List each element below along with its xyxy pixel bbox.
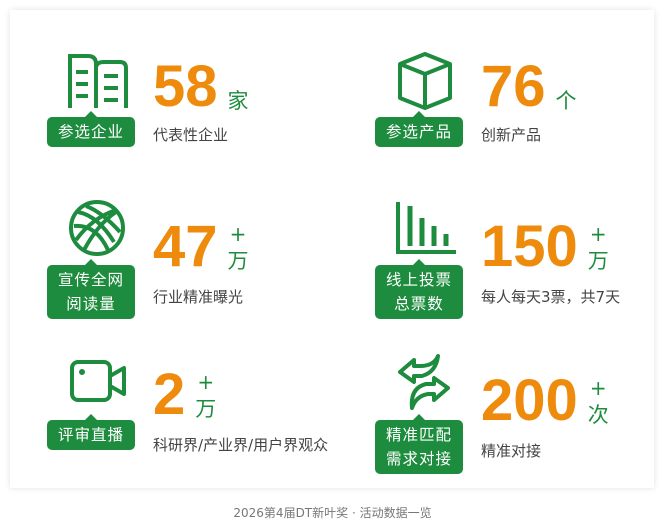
stat-number-row: 76 个	[481, 58, 577, 116]
badge: 参选产品	[375, 111, 463, 147]
stat-number-row: 200 + 次	[481, 372, 609, 430]
plus-sign: +	[197, 370, 215, 394]
stat-unit: 次	[587, 403, 609, 427]
globe-icon	[62, 198, 132, 258]
image-caption: 2026第4届DT新叶奖 · 活动数据一览	[233, 506, 432, 520]
stat-unit: 万	[227, 249, 249, 273]
stat-number: 58	[153, 54, 218, 119]
badge-line: 精准匹配	[385, 426, 452, 444]
stat-participating-products: 参选产品 76 个 创新产品	[375, 50, 665, 190]
badge: 参选企业	[47, 111, 135, 147]
box-icon	[390, 50, 460, 110]
stat-number-row: 2 + 万	[153, 366, 216, 424]
stat-description: 代表性企业	[153, 126, 229, 144]
stat-suffix: + 万	[588, 224, 609, 276]
stat-number: 76	[481, 54, 546, 119]
badge: 宣传全网 阅读量	[47, 259, 135, 319]
stat-description: 科研界/产业界/用户界观众	[153, 436, 329, 454]
stat-number: 150	[481, 214, 578, 279]
bar-chart-icon	[390, 198, 460, 258]
stat-suffix: 家	[228, 90, 249, 116]
stat-suffix: + 次	[588, 378, 609, 430]
stat-online-votes: 线上投票总票数 150 + 万 每人每天3票，共7天	[375, 198, 665, 338]
plus-sign: +	[229, 222, 247, 246]
stat-unit: 家	[227, 89, 249, 113]
stat-number-row: 47 + 万	[153, 218, 249, 276]
stat-number: 2	[153, 362, 186, 427]
stat-number-row: 58 家	[153, 58, 249, 116]
video-camera-icon	[62, 352, 132, 412]
stat-description: 精准对接	[481, 442, 542, 460]
stat-unit: 个	[555, 89, 577, 113]
stat-description: 创新产品	[481, 126, 542, 144]
stat-number: 47	[153, 214, 218, 279]
badge-line: 总票数	[394, 295, 444, 313]
badge-line: 阅读量	[66, 295, 116, 313]
stat-description: 每人每天3票，共7天	[481, 288, 621, 306]
stat-livestream-viewers: 评审直播 2 + 万 科研界/产业界/用户界观众	[47, 352, 347, 492]
badge-line: 需求对接	[385, 450, 452, 468]
plus-sign: +	[589, 222, 607, 246]
stat-number: 200	[481, 368, 578, 433]
plus-sign: +	[589, 376, 607, 400]
exchange-arrows-icon	[390, 352, 460, 412]
stat-number-row: 150 + 万	[481, 218, 609, 276]
stat-unit: 万	[195, 397, 217, 421]
book-icon	[62, 50, 132, 110]
badge: 评审直播	[47, 414, 135, 450]
badge-line: 宣传全网	[57, 271, 124, 289]
stat-suffix: 个	[556, 90, 577, 116]
stat-matchmaking: 精准匹配需求对接 200 + 次 精准对接	[375, 352, 665, 492]
badge-line: 线上投票	[385, 271, 452, 289]
stat-unit: 万	[587, 249, 609, 273]
stat-suffix: + 万	[228, 224, 249, 276]
badge: 线上投票 总票数	[375, 259, 463, 319]
stat-description: 行业精准曝光	[153, 288, 244, 306]
stat-readership: 宣传全网阅读量 47 + 万 行业精准曝光	[47, 198, 347, 338]
badge: 精准匹配 需求对接	[375, 414, 463, 474]
stat-participating-companies: 参选企业 58 家 代表性企业	[47, 50, 347, 190]
stat-suffix: + 万	[195, 372, 216, 424]
